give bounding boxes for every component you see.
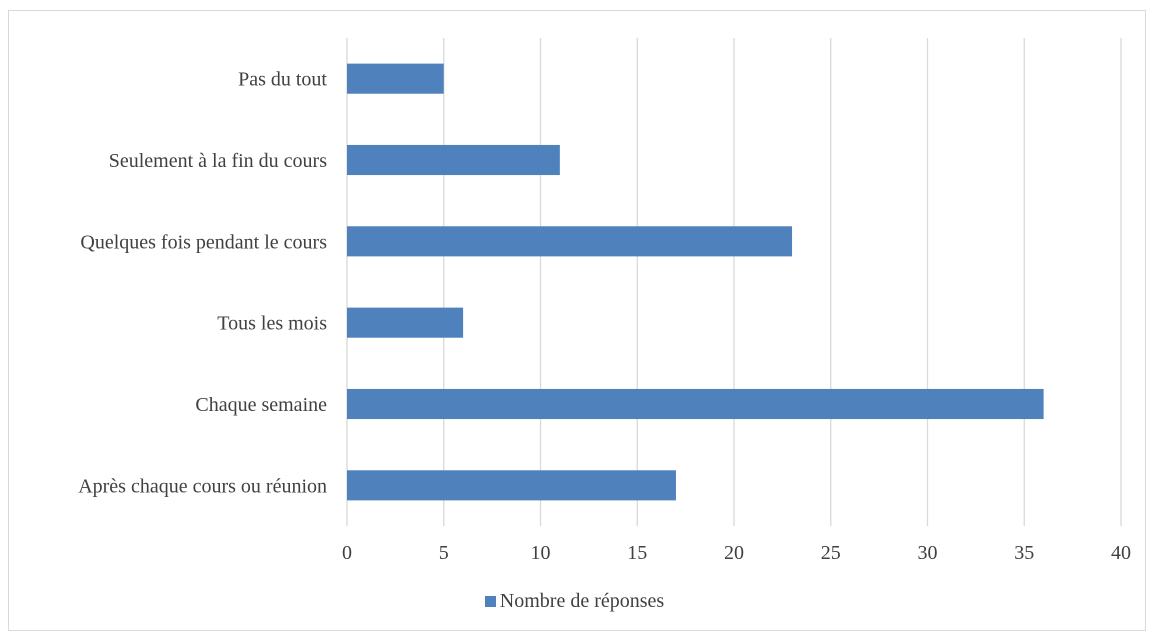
x-tick-label: 0 xyxy=(342,542,352,564)
x-tick-label: 15 xyxy=(627,542,647,564)
bar xyxy=(347,388,1044,420)
chart-frame xyxy=(8,10,1146,631)
legend-label: Nombre de réponses xyxy=(499,590,665,612)
x-tick-label: 10 xyxy=(531,542,551,564)
bar xyxy=(347,470,676,501)
category-label: Tous les mois xyxy=(217,313,327,335)
bar xyxy=(347,63,444,94)
bar xyxy=(347,226,793,257)
x-tick-label: 30 xyxy=(918,542,938,564)
x-tick-label: 5 xyxy=(439,542,449,564)
bars xyxy=(347,63,1044,501)
bar xyxy=(347,307,464,338)
category-label: Chaque semaine xyxy=(195,394,327,416)
x-tick-label: 35 xyxy=(1014,542,1034,564)
legend-swatch xyxy=(484,596,496,607)
x-tick-label: 40 xyxy=(1111,542,1131,564)
bar xyxy=(347,144,560,176)
x-tick-labels: 0 5 10 15 20 25 30 35 40 xyxy=(342,542,1131,564)
category-labels: Après chaque cours ou réunion Chaque sema… xyxy=(78,69,327,498)
legend: Nombre de réponses xyxy=(0,590,1149,613)
category-label: Seulement à la fin du cours xyxy=(109,150,327,172)
gridlines xyxy=(346,38,1122,526)
x-tick-label: 25 xyxy=(821,542,841,564)
x-tick-label: 20 xyxy=(724,542,744,564)
category-label: Pas du tout xyxy=(238,69,327,91)
category-label: Après chaque cours ou réunion xyxy=(78,475,327,497)
category-label: Quelques fois pendant le cours xyxy=(80,231,327,253)
